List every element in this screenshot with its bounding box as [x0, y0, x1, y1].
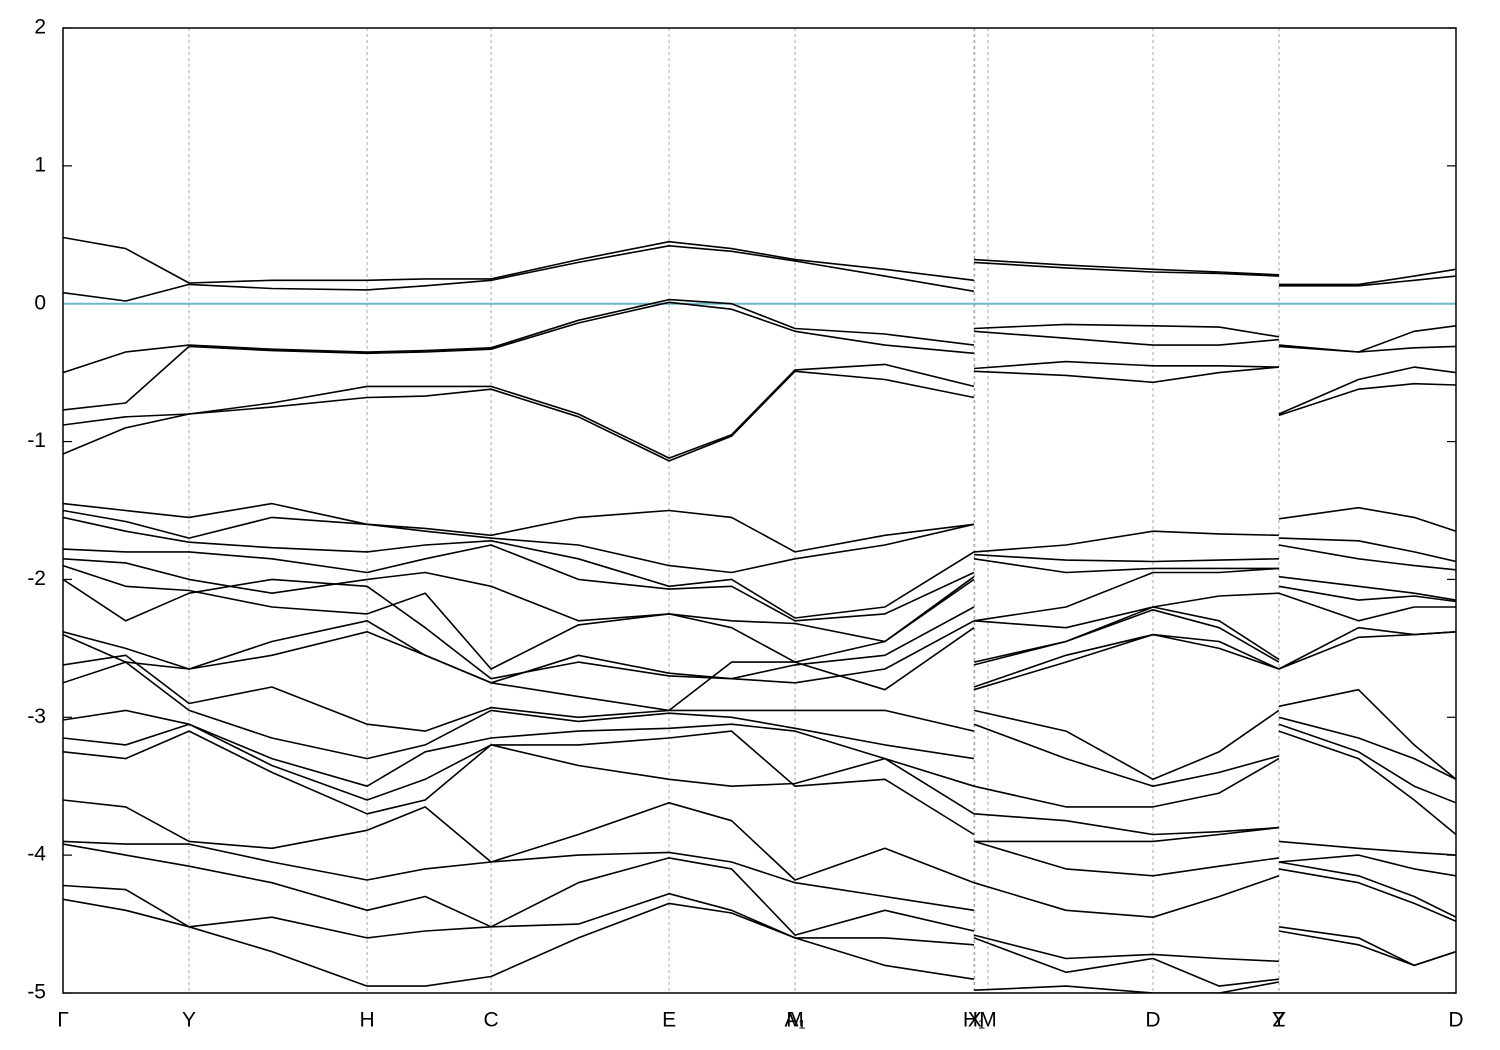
- x-tick-label: H₁: [963, 1009, 985, 1032]
- x-tick-label: D: [1145, 1009, 1160, 1032]
- band: [63, 661, 1456, 804]
- y-tick-label: 0: [34, 291, 46, 314]
- x-tick-label: Γ: [57, 1009, 69, 1032]
- x-tick-label: M: [979, 1009, 997, 1032]
- band: [63, 502, 1456, 553]
- band: [63, 544, 1456, 622]
- band: [63, 730, 1456, 877]
- band: [63, 654, 1456, 781]
- band: [63, 245, 1456, 302]
- x-tick-label: E: [662, 1009, 676, 1032]
- y-tick-label: -3: [27, 705, 46, 728]
- x-tick-label: Z: [1273, 1009, 1286, 1032]
- x-tick-label: H: [360, 1009, 375, 1032]
- x-tick-label: Y: [182, 1009, 196, 1032]
- plot-frame: [62, 27, 1457, 994]
- x-tick-label: C: [483, 1009, 498, 1032]
- y-tick-label: 1: [34, 153, 46, 176]
- y-tick-label: -2: [27, 567, 46, 590]
- band: [63, 898, 1280, 993]
- band: [63, 509, 1456, 574]
- y-tick-label: -1: [27, 429, 46, 452]
- band: [63, 627, 1456, 780]
- bands: [63, 236, 1456, 993]
- x-tick-label: Y: [1272, 1009, 1286, 1032]
- band: [63, 301, 1456, 411]
- y-tick-label: 2: [34, 16, 46, 39]
- y-tick-label: -4: [27, 843, 46, 866]
- band: [63, 366, 1456, 462]
- y-tick-label: -5: [27, 981, 46, 1004]
- band: [63, 516, 1456, 619]
- x-tick-label: D: [1448, 1009, 1463, 1032]
- band: [63, 236, 1456, 286]
- band: [63, 840, 1456, 923]
- x-tick-label: X: [968, 1009, 982, 1032]
- x-tick-label: A₁: [784, 1009, 805, 1032]
- x-tick-label: M: [786, 1009, 804, 1032]
